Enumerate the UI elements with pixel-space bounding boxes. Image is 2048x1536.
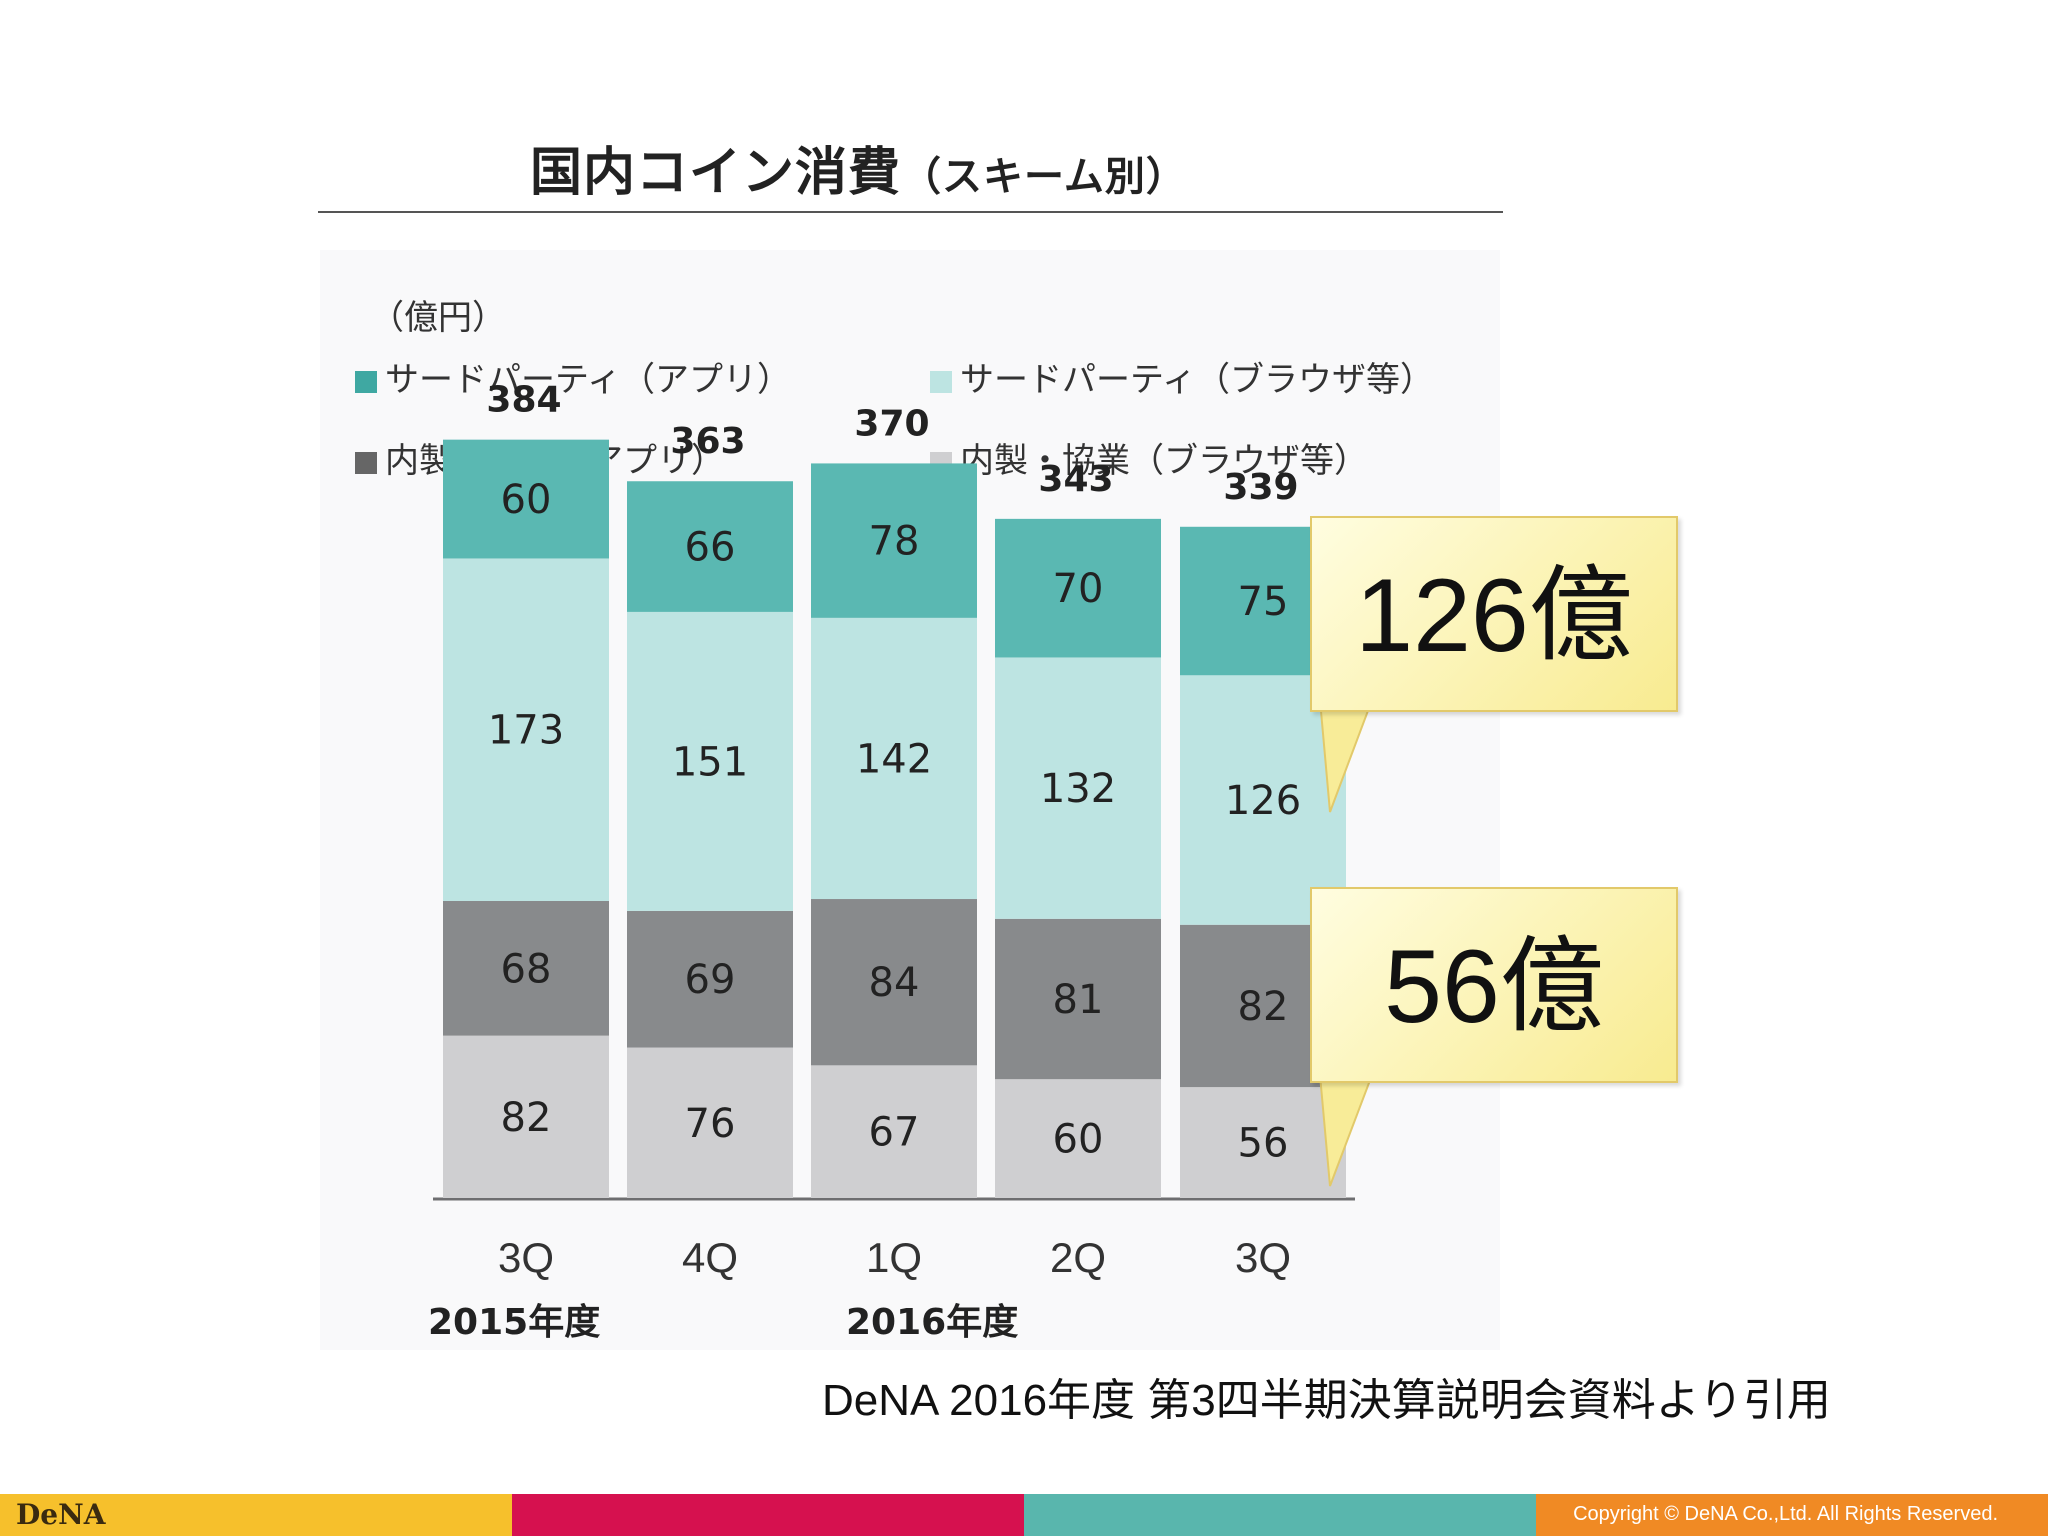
fiscal-year-label-2015: 2015年度 [428, 1302, 601, 1343]
bar-segment-1-2 [627, 611, 793, 911]
data-label-0-3: 60 [501, 477, 552, 523]
bar-segment-0-3 [443, 439, 609, 559]
bar-segment-3-1 [995, 918, 1161, 1080]
footer-bar-yellow [0, 1494, 512, 1536]
bar-segment-2-0 [811, 1065, 977, 1198]
total-label-2: 370 [854, 403, 929, 444]
footer: DeNA Copyright © DeNA Co.,Ltd. All Right… [0, 1494, 2048, 1536]
bar-segment-3-3 [995, 518, 1161, 658]
data-label-2-3: 78 [869, 519, 920, 565]
footer-bar-magenta [512, 1494, 1024, 1536]
bar-segment-1-0 [627, 1047, 793, 1198]
data-label-1-1: 69 [685, 957, 736, 1003]
legend-item-inhouse-browser: 内製・協業（ブラウザ等） [930, 433, 1368, 482]
bar-segment-2-1 [811, 899, 977, 1066]
page-title: 国内コイン消費（スキーム別） [530, 130, 1187, 205]
legend-item-third-party-app: サードパーティ（アプリ） [355, 352, 791, 401]
bar-segment-4-0 [1180, 1087, 1346, 1198]
data-label-1-3: 66 [685, 525, 736, 571]
total-label-0: 384 [486, 380, 561, 421]
title-divider [318, 211, 1503, 213]
data-label-3-0: 60 [1053, 1117, 1104, 1163]
data-label-2-0: 67 [869, 1110, 920, 1156]
footer-bar-teal [1024, 1494, 1536, 1536]
bar-segment-1-1 [627, 910, 793, 1048]
callout-56: 56億 [1310, 887, 1678, 1083]
data-label-2-2: 142 [856, 736, 932, 782]
data-label-0-0: 82 [501, 1095, 552, 1141]
category-label-0: 3Q [498, 1234, 554, 1281]
category-label-4: 3Q [1235, 1234, 1291, 1281]
footer-bar-orange [1536, 1494, 2048, 1536]
legend-label: 内製・協業（ブラウザ等） [960, 441, 1368, 481]
data-label-2-1: 84 [869, 960, 920, 1006]
category-label-1: 4Q [682, 1234, 738, 1281]
source-note: DeNA 2016年度 第3四半期決算説明会資料より引用 [822, 1376, 1831, 1425]
data-label-3-1: 81 [1053, 977, 1104, 1023]
bar-segment-2-3 [811, 463, 977, 618]
bar-segment-3-0 [995, 1079, 1161, 1198]
data-label-1-0: 76 [685, 1101, 736, 1147]
bar-segment-0-1 [443, 901, 609, 1036]
data-label-3-2: 132 [1040, 766, 1116, 812]
total-label-4: 339 [1223, 467, 1298, 508]
data-label-1-2: 151 [672, 739, 748, 785]
callout-pointer-126 [1318, 699, 1374, 813]
fiscal-year-label-2016: 2016年度 [846, 1302, 1019, 1343]
data-label-4-1: 82 [1238, 984, 1289, 1030]
title-main: 国内コイン消費 [530, 143, 902, 203]
title-sub: （スキーム別） [901, 154, 1187, 200]
legend-swatch [355, 452, 377, 474]
legend-item-third-party-browser: サードパーティ（ブラウザ等） [930, 352, 1434, 401]
legend-swatch [930, 371, 952, 393]
data-label-4-3: 75 [1238, 579, 1289, 625]
bar-segment-4-2 [1180, 675, 1346, 925]
legend-label: サードパーティ（アプリ） [385, 360, 791, 400]
category-label-2: 1Q [866, 1234, 922, 1281]
total-label-1: 363 [670, 421, 745, 462]
bar-segment-0-2 [443, 558, 609, 901]
bar-segment-3-2 [995, 657, 1161, 919]
dena-logo: DeNA [16, 1498, 106, 1531]
bar-segment-2-2 [811, 617, 977, 900]
bar-segment-1-3 [627, 481, 793, 612]
data-label-3-3: 70 [1053, 566, 1104, 612]
legend-swatch [355, 371, 377, 393]
data-label-0-2: 173 [488, 708, 564, 754]
legend-label: サードパーティ（ブラウザ等） [960, 360, 1434, 400]
data-label-4-2: 126 [1225, 778, 1301, 824]
callout-126: 126億 [1310, 516, 1678, 712]
data-label-0-1: 68 [501, 946, 552, 992]
data-label-4-0: 56 [1238, 1121, 1289, 1167]
callout-pointer-56 [1318, 1074, 1374, 1187]
copyright-text: Copyright © DeNA Co.,Ltd. All Rights Res… [1573, 1503, 1998, 1525]
total-label-3: 343 [1038, 459, 1113, 500]
bar-segment-0-0 [443, 1035, 609, 1198]
category-label-3: 2Q [1050, 1234, 1106, 1281]
unit-label: （億円） [370, 298, 506, 338]
